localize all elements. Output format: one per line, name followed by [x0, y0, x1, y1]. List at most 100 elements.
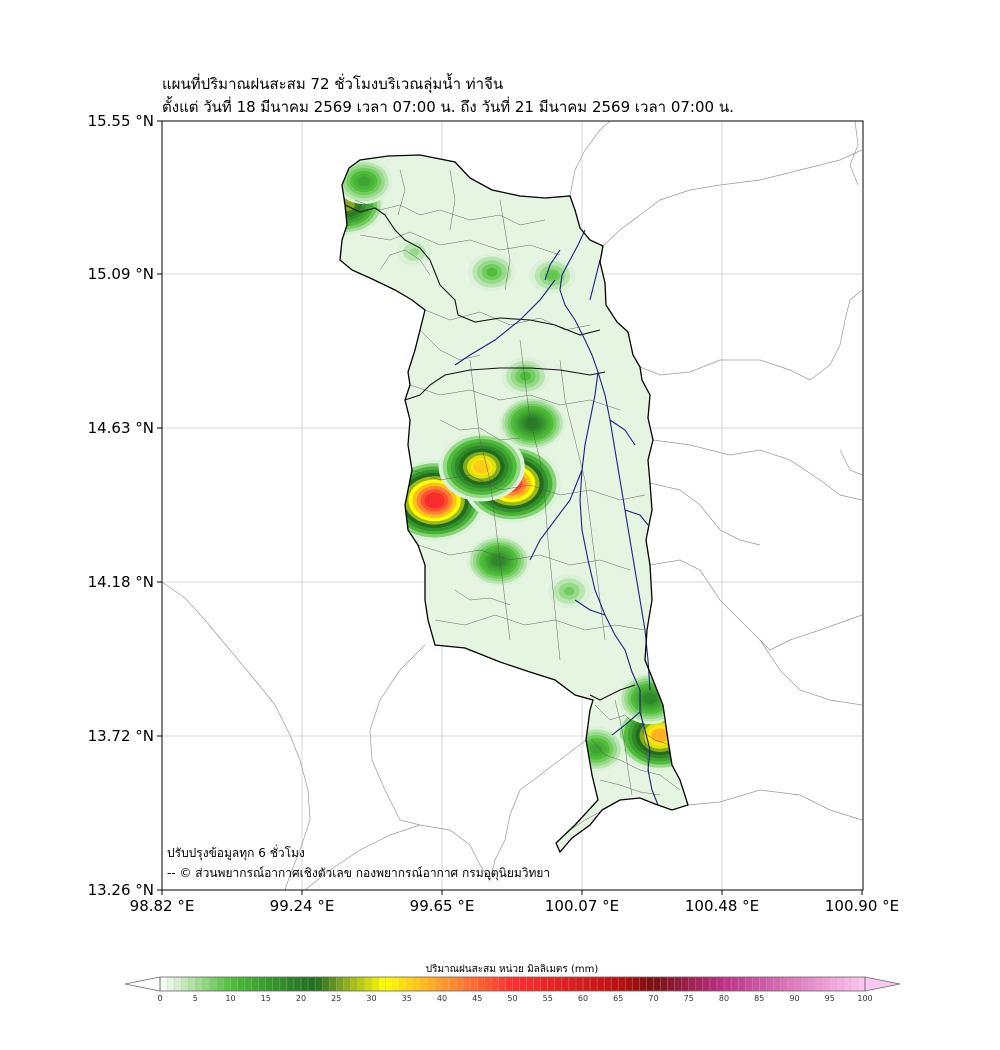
colorbar-cell: [709, 977, 718, 991]
colorbar-tick-label: 40: [436, 994, 448, 1003]
colorbar-cell: [731, 977, 739, 991]
colorbar-cell: [780, 977, 788, 991]
map-subtitle: ตั้งแต่ วันที่ 18 มีนาคม 2569 เวลา 07:00…: [162, 98, 734, 116]
colorbar-cells: [159, 977, 866, 991]
colorbar-cell: [181, 977, 189, 991]
colorbar-cell: [385, 977, 393, 991]
colorbar-cell: [188, 977, 196, 991]
colorbar-cell: [702, 977, 711, 991]
colorbar-tick-label: 65: [613, 994, 624, 1003]
colorbar-cell: [413, 977, 422, 991]
colorbar-cell: [174, 977, 182, 991]
colorbar-cell: [519, 977, 527, 991]
rainfall-contour: [486, 267, 498, 277]
colorbar-cell: [336, 977, 344, 991]
colorbar-cell: [160, 977, 168, 991]
colorbar-cell: [364, 977, 372, 991]
colorbar-cell: [724, 977, 732, 991]
colorbar-cell: [808, 977, 816, 991]
district-lines: [354, 169, 681, 831]
colorbar-cell: [583, 977, 591, 991]
colorbar-tick-label: 95: [824, 994, 835, 1003]
rainfall-contour: [357, 176, 371, 187]
colorbar-cell: [850, 977, 859, 991]
colorbar-cell: [279, 977, 288, 991]
colorbar-cell: [406, 977, 415, 991]
colorbar-tick-label: 20: [295, 994, 307, 1003]
colorbar-cell: [399, 977, 408, 991]
colorbar-cell: [449, 977, 457, 991]
colorbar-cell: [484, 977, 492, 991]
colorbar-cell: [265, 977, 274, 991]
colorbar-cell: [427, 977, 436, 991]
colorbar-tick-label: 45: [472, 994, 483, 1003]
colorbar-tick-label: 50: [507, 994, 518, 1003]
colorbar-cell: [272, 977, 281, 991]
tha-chin-basin-boundary: [339, 154, 689, 854]
colorbar-cell: [590, 977, 598, 991]
colorbar-title: ปริมาณฝนสะสม หน่วย มิลลิเมตร (mm): [425, 964, 599, 975]
colorbar-cell: [632, 977, 640, 991]
colorbar-cell: [237, 977, 245, 991]
colorbar-cell: [442, 977, 450, 991]
rainfall-contour: [651, 728, 669, 743]
rainfall-contour: [525, 417, 540, 429]
lat-tick-label: 14.18 °N: [87, 573, 154, 591]
colorbar-cell: [286, 977, 295, 991]
colorbar-tick-label: 70: [648, 994, 659, 1003]
province-boundaries: [162, 121, 863, 890]
colorbar-cell: [604, 977, 612, 991]
colorbar-cell: [216, 977, 224, 991]
lat-tick-label: 14.63 °N: [87, 419, 154, 437]
tick-marks: [157, 120, 863, 895]
rainfall-contour: [491, 555, 506, 567]
colorbar-cell: [759, 977, 767, 991]
colorbar-tick-label: 100: [857, 994, 873, 1003]
colorbar-cell: [695, 977, 704, 991]
colorbar-cell: [315, 977, 323, 991]
colorbar-cell: [470, 977, 478, 991]
update-note: ปรับปรุงข้อมูลทุก 6 ชั่วโมง: [167, 846, 305, 860]
colorbar-cell: [526, 977, 534, 991]
sub-basin-borders: [344, 204, 636, 701]
colorbar-tick-label: 25: [331, 994, 342, 1003]
colorbar-cell: [674, 977, 682, 991]
colorbar-cell: [639, 977, 647, 991]
rainfall-contour: [547, 271, 558, 280]
colorbar-cell: [822, 977, 831, 991]
colorbar-cell: [611, 977, 619, 991]
colorbar-cell: [533, 977, 541, 991]
colorbar-cell: [801, 977, 809, 991]
colorbar-cell: [547, 977, 556, 991]
lat-tick-label: 15.09 °N: [87, 265, 154, 283]
colorbar-cell: [568, 977, 577, 991]
colorbar-cell: [223, 977, 231, 991]
colorbar-cell: [308, 977, 316, 991]
colorbar-cell: [653, 977, 661, 991]
colorbar-cell: [660, 977, 668, 991]
colorbar-cell: [420, 977, 429, 991]
colorbar-cell: [787, 977, 795, 991]
colorbar-cell: [230, 977, 238, 991]
colorbar-tick-label: 60: [577, 994, 589, 1003]
colorbar-cell: [836, 977, 845, 991]
colorbar-cell: [512, 977, 520, 991]
rainfall-contour: [643, 693, 657, 704]
lon-tick-label: 100.07 °E: [544, 897, 620, 915]
colorbar-cell: [301, 977, 309, 991]
colorbar-cell: [667, 977, 675, 991]
colorbar-cell: [350, 977, 358, 991]
colorbar-cell: [244, 977, 252, 991]
colorbar-cell: [167, 977, 175, 991]
colorbar-cell: [597, 977, 605, 991]
colorbar-cell: [293, 977, 302, 991]
rivers: [454, 229, 659, 806]
colorbar-cell: [357, 977, 365, 991]
colorbar-cell: [829, 977, 838, 991]
colorbar-cell: [752, 977, 760, 991]
colorbar-cell: [202, 977, 210, 991]
colorbar-cell: [646, 977, 654, 991]
colorbar-cell: [505, 977, 513, 991]
